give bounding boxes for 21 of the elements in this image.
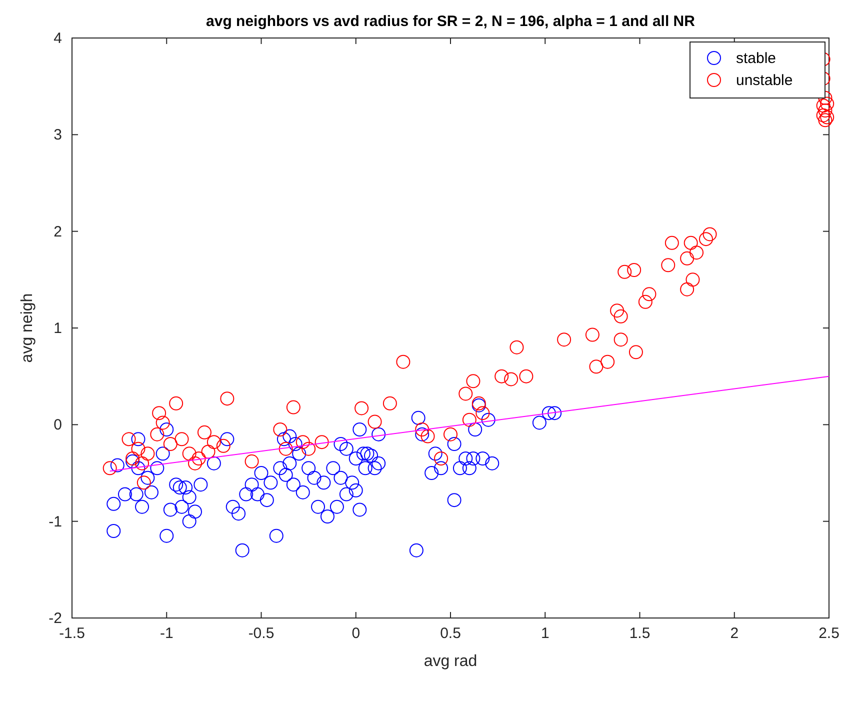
x-axis-title: avg rad xyxy=(424,653,478,670)
y-tick-label: 0 xyxy=(54,416,62,434)
x-tick-label: 0 xyxy=(352,625,360,642)
x-tick-label: 2 xyxy=(730,625,739,642)
x-tick-label: -1.5 xyxy=(59,625,85,642)
y-tick-label: -1 xyxy=(48,513,62,530)
y-tick-label: 1 xyxy=(54,320,62,337)
chart-title: avg neighbors vs avd radius for SR = 2, N = 196, alpha = 1 and all NR xyxy=(206,13,696,30)
y-tick-label: 4 xyxy=(54,30,62,47)
y-tick-label: 2 xyxy=(54,223,62,240)
x-tick-label: -0.5 xyxy=(248,625,274,642)
x-tick-label: -1 xyxy=(160,625,174,642)
y-tick-label: 3 xyxy=(54,126,62,144)
x-tick-label: 1.5 xyxy=(629,625,650,642)
x-tick-label: 1 xyxy=(540,625,550,642)
legend-label: unstable xyxy=(736,72,793,89)
y-tick-label: -2 xyxy=(48,610,62,627)
legend-label: stable xyxy=(736,50,776,67)
x-tick-label: 0.5 xyxy=(440,625,461,642)
y-axis-title: avg neigh xyxy=(19,293,36,363)
x-tick-label: 2.5 xyxy=(818,625,840,642)
